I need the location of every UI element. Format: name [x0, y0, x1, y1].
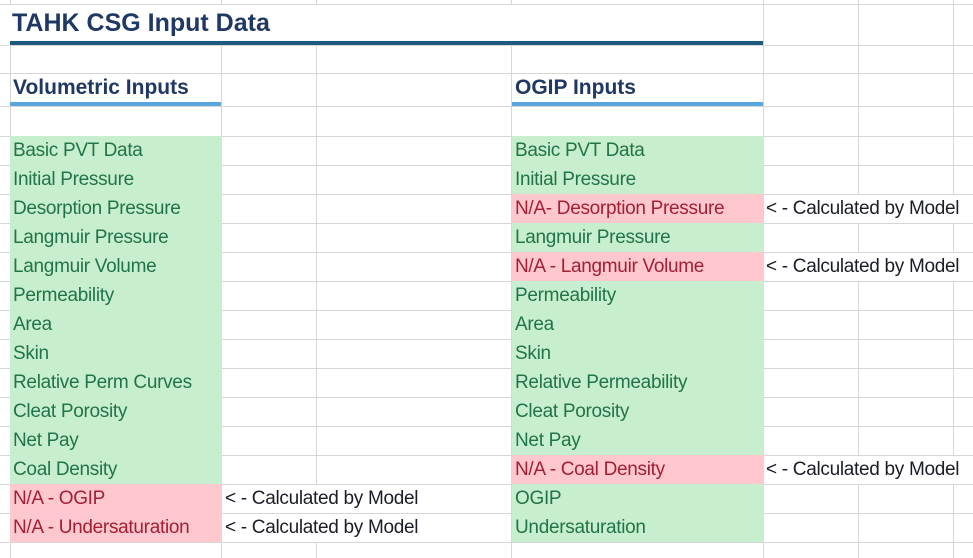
volumetric-item-cell[interactable]: Coal Density	[10, 455, 222, 484]
ogip-item-cell[interactable]: Basic PVT Data	[512, 136, 764, 165]
calculated-note[interactable]: < - Calculated by Model	[225, 514, 423, 542]
volumetric-inputs-list: Basic PVT Data Initial Pressure Desorpti…	[10, 136, 222, 542]
volumetric-item-cell[interactable]: Permeability	[10, 281, 222, 310]
volumetric-item-cell[interactable]: Skin	[10, 339, 222, 368]
ogip-item-cell[interactable]: OGIP	[512, 484, 764, 513]
ogip-item-cell[interactable]: Skin	[512, 339, 764, 368]
ogip-item-cell[interactable]: Langmuir Pressure	[512, 223, 764, 252]
ogip-item-cell[interactable]: Net Pay	[512, 426, 764, 455]
volumetric-header-cell[interactable]: Volumetric Inputs	[13, 76, 189, 99]
sheet-title: TAHK CSG Input Data	[12, 9, 270, 37]
volumetric-item-cell[interactable]: Desorption Pressure	[10, 194, 222, 223]
ogip-item-cell[interactable]: Relative Permeability	[512, 368, 764, 397]
title-underline	[10, 41, 763, 45]
volumetric-item-cell[interactable]: Area	[10, 310, 222, 339]
ogip-item-cell[interactable]: N/A- Desorption Pressure	[512, 194, 764, 223]
calculated-note[interactable]: < - Calculated by Model	[766, 456, 964, 484]
ogip-inputs-list: Basic PVT Data Initial Pressure N/A- Des…	[512, 136, 764, 542]
volumetric-header-underline	[10, 102, 221, 106]
volumetric-item-cell[interactable]: Relative Perm Curves	[10, 368, 222, 397]
ogip-header-underline	[512, 102, 763, 106]
calculated-note[interactable]: < - Calculated by Model	[766, 195, 964, 223]
volumetric-item-cell[interactable]: Initial Pressure	[10, 165, 222, 194]
volumetric-item-cell[interactable]: N/A - Undersaturation	[10, 513, 222, 542]
ogip-item-cell[interactable]: Area	[512, 310, 764, 339]
ogip-item-cell[interactable]: N/A - Langmuir Volume	[512, 252, 764, 281]
ogip-header-cell[interactable]: OGIP Inputs	[515, 76, 636, 99]
sheet-title-cell[interactable]: TAHK CSG Input Data	[10, 5, 765, 41]
volumetric-item-cell[interactable]: Langmuir Pressure	[10, 223, 222, 252]
ogip-item-cell[interactable]: Initial Pressure	[512, 165, 764, 194]
calculated-note[interactable]: < - Calculated by Model	[766, 253, 964, 281]
calculated-note[interactable]: < - Calculated by Model	[225, 485, 423, 513]
volumetric-item-cell[interactable]: Cleat Porosity	[10, 397, 222, 426]
volumetric-item-cell[interactable]: N/A - OGIP	[10, 484, 222, 513]
volumetric-item-cell[interactable]: Basic PVT Data	[10, 136, 222, 165]
ogip-item-cell[interactable]: N/A - Coal Density	[512, 455, 764, 484]
ogip-item-cell[interactable]: Cleat Porosity	[512, 397, 764, 426]
volumetric-item-cell[interactable]: Langmuir Volume	[10, 252, 222, 281]
volumetric-item-cell[interactable]: Net Pay	[10, 426, 222, 455]
ogip-item-cell[interactable]: Undersaturation	[512, 513, 764, 542]
ogip-item-cell[interactable]: Permeability	[512, 281, 764, 310]
